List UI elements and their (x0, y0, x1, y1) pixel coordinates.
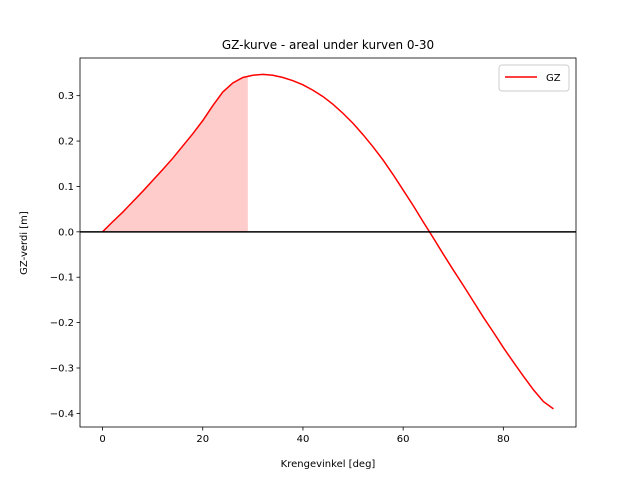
axes-layer (79, 57, 577, 428)
x-tick-label: 20 (196, 434, 209, 445)
x-axis-label: Krengevinkel [deg] (281, 459, 376, 470)
legend: GZ (498, 64, 570, 92)
area-under-curve (102, 76, 248, 232)
x-tick-label: 80 (497, 434, 510, 445)
y-tick-label: −0.2 (50, 318, 74, 329)
y-tick-label: 0.3 (58, 91, 74, 102)
x-tick-label: 0 (99, 434, 105, 445)
y-tick-label: −0.4 (50, 409, 74, 420)
legend-label: GZ (546, 73, 561, 84)
plot-frame (79, 57, 577, 428)
series-line-gz (102, 73, 554, 410)
x-tick-label: 40 (297, 434, 310, 445)
legend-box (498, 64, 570, 92)
y-tick-label: 0.2 (58, 137, 74, 148)
y-tick-label: 0.1 (58, 182, 74, 193)
ticks-layer: 0 20 40 60 80 −0.4 −0.3 −0.2 −0.1 0.0 0.1 0.2 0.3 (50, 91, 510, 445)
series-layer (102, 73, 554, 410)
y-axis-label: GZ-verdi [m] (19, 211, 30, 275)
area-fill-layer (102, 76, 248, 232)
y-tick-label: −0.3 (50, 363, 74, 374)
y-tick-label: −0.1 (50, 273, 74, 284)
chart-title: GZ-kurve - areal under kurven 0-30 (222, 38, 434, 52)
y-tick-label: 0.0 (58, 227, 74, 238)
x-tick-label: 60 (397, 434, 410, 445)
